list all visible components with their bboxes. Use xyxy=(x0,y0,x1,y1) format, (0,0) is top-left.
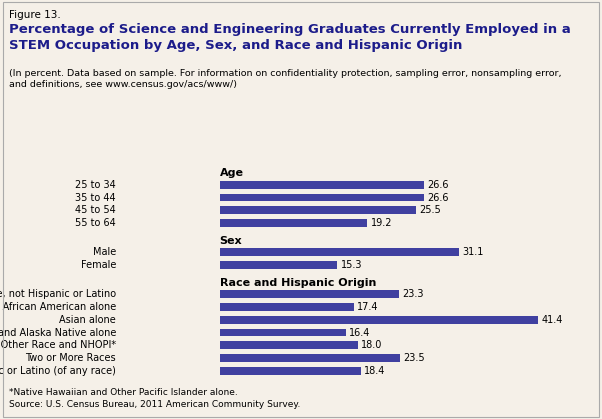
Text: Some Other Race and NHOPI*: Some Other Race and NHOPI* xyxy=(0,340,116,350)
Bar xyxy=(220,328,346,336)
Text: 55 to 64: 55 to 64 xyxy=(75,218,116,228)
Text: Sex: Sex xyxy=(220,235,243,246)
Text: American Indian and Alaska Native alone: American Indian and Alaska Native alone xyxy=(0,328,116,338)
Text: 35 to 44: 35 to 44 xyxy=(75,192,116,202)
Text: 41.4: 41.4 xyxy=(541,315,563,325)
Bar xyxy=(220,219,367,227)
Bar xyxy=(220,290,399,298)
Text: 31.1: 31.1 xyxy=(462,247,483,257)
Text: Race and Hispanic Origin: Race and Hispanic Origin xyxy=(220,277,376,287)
Bar xyxy=(220,261,337,269)
Bar xyxy=(220,316,538,323)
Text: Asian alone: Asian alone xyxy=(59,315,116,325)
Text: Hispanic or Latino (of any race): Hispanic or Latino (of any race) xyxy=(0,366,116,376)
Bar xyxy=(220,181,424,189)
Text: Black or African American alone: Black or African American alone xyxy=(0,302,116,312)
Bar xyxy=(220,341,358,349)
Text: 17.4: 17.4 xyxy=(356,302,378,312)
Text: Figure 13.: Figure 13. xyxy=(9,10,61,21)
Text: Female: Female xyxy=(81,260,116,270)
Text: Male: Male xyxy=(93,247,116,257)
Text: Source: U.S. Census Bureau, 2011 American Community Survey.: Source: U.S. Census Bureau, 2011 America… xyxy=(9,400,300,409)
Text: (In percent. Data based on sample. For information on confidentiality protection: (In percent. Data based on sample. For i… xyxy=(9,69,562,89)
Text: 19.2: 19.2 xyxy=(370,218,392,228)
Text: 26.6: 26.6 xyxy=(427,180,449,190)
Text: Two or More Races: Two or More Races xyxy=(25,353,116,363)
Text: 16.4: 16.4 xyxy=(349,328,370,338)
Text: 15.3: 15.3 xyxy=(341,260,362,270)
Bar xyxy=(220,354,400,362)
Bar xyxy=(220,303,353,311)
Bar xyxy=(220,194,424,202)
Text: 45 to 54: 45 to 54 xyxy=(75,205,116,215)
Text: 18.4: 18.4 xyxy=(364,366,386,376)
Bar xyxy=(220,248,459,256)
Text: White alone, not Hispanic or Latino: White alone, not Hispanic or Latino xyxy=(0,289,116,299)
Text: Age: Age xyxy=(220,168,244,178)
Bar xyxy=(220,207,416,214)
Text: 18.0: 18.0 xyxy=(361,340,383,350)
Text: 25 to 34: 25 to 34 xyxy=(75,180,116,190)
Text: 23.5: 23.5 xyxy=(403,353,425,363)
Text: Percentage of Science and Engineering Graduates Currently Employed in a
STEM Occ: Percentage of Science and Engineering Gr… xyxy=(9,23,571,52)
Bar xyxy=(220,367,361,375)
Text: *Native Hawaiian and Other Pacific Islander alone.: *Native Hawaiian and Other Pacific Islan… xyxy=(9,388,238,396)
Text: 23.3: 23.3 xyxy=(402,289,424,299)
Text: 26.6: 26.6 xyxy=(427,192,449,202)
Text: 25.5: 25.5 xyxy=(419,205,441,215)
